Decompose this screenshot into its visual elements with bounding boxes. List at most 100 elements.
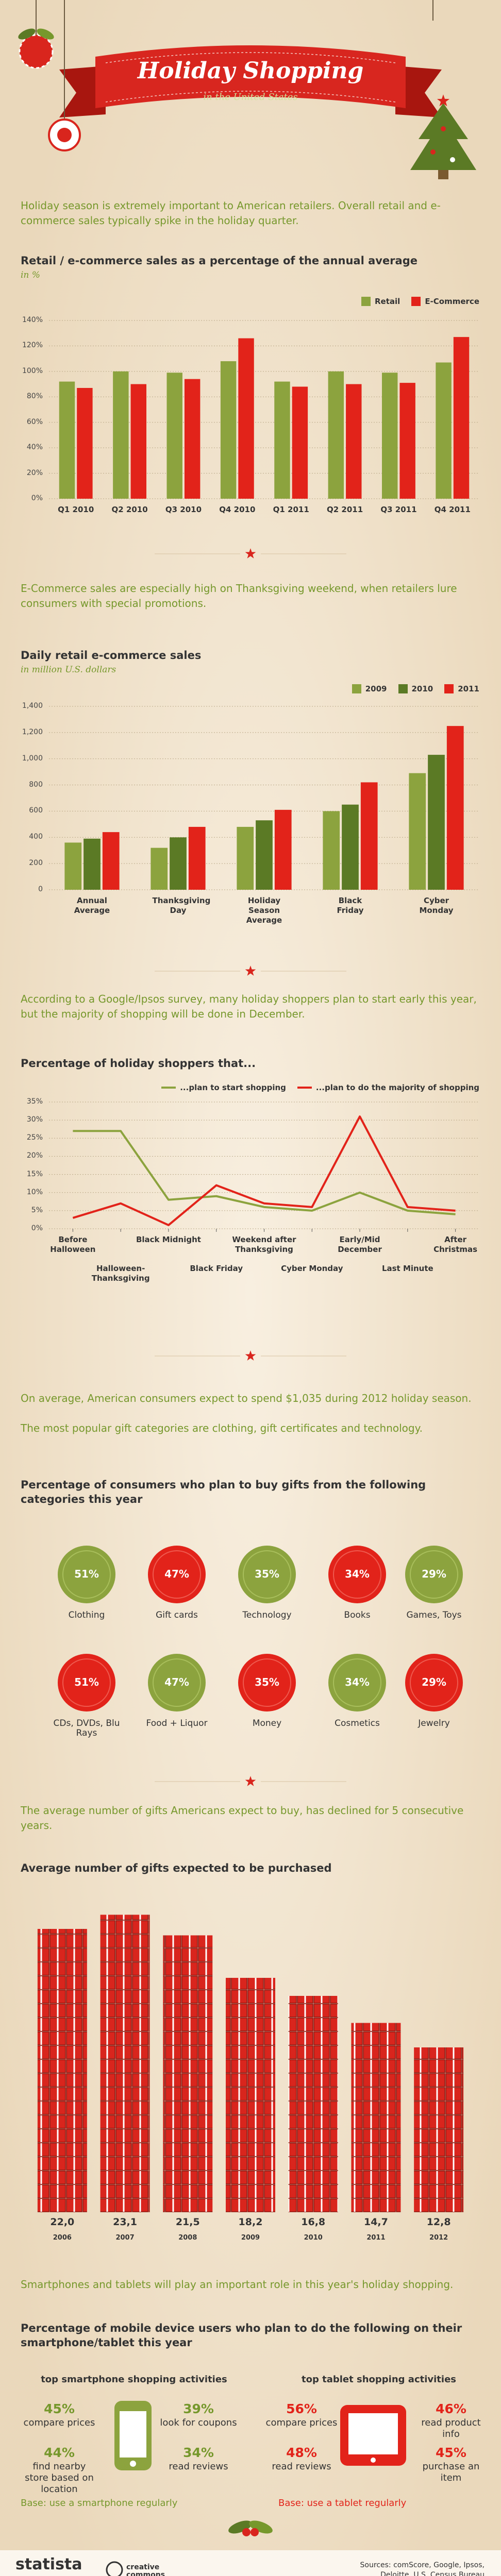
bar xyxy=(274,809,292,890)
intro-text: Holiday season is extremely important to… xyxy=(21,199,441,227)
activity: 45% compare prices xyxy=(21,2401,98,2429)
ribbon xyxy=(95,45,406,108)
bar xyxy=(274,381,290,499)
chart-title: Retail / e-commerce sales as a percentag… xyxy=(21,255,417,267)
activity: 44% find nearby store based on location xyxy=(21,2445,98,2495)
tablet-button xyxy=(371,2458,376,2463)
value-label: 22,0 xyxy=(50,2216,75,2228)
activity-share: 44% xyxy=(44,2445,75,2460)
x-tick-label: Thanksgiving Day xyxy=(152,896,211,915)
activity-share: 46% xyxy=(436,2401,466,2416)
legend-label: E-Commerce xyxy=(425,297,479,306)
category-share: 34% xyxy=(345,1568,370,1580)
legend-item: 2009 xyxy=(352,684,387,693)
category-circle xyxy=(238,1654,296,1711)
x-tick-label: Black Friday xyxy=(190,1264,243,1273)
gift-stack xyxy=(163,1935,213,2212)
category-share: 34% xyxy=(345,1676,370,1688)
category-inner xyxy=(333,1658,381,1707)
category-inner xyxy=(62,1658,111,1707)
legend-item: 2011 xyxy=(444,684,479,693)
x-tick-label: 2011 xyxy=(366,2234,386,2242)
bar xyxy=(166,372,182,499)
bar xyxy=(409,773,426,890)
x-tick-label: Q1 2010 xyxy=(58,505,94,514)
value-label: 14,7 xyxy=(363,2216,388,2228)
x-tick-label: Weekend after Thanksgiving xyxy=(232,1235,296,1254)
activity: 56% compare prices xyxy=(263,2401,340,2429)
category-share: 35% xyxy=(255,1676,279,1688)
gift-stack xyxy=(288,1996,338,2212)
category-circle xyxy=(405,1654,463,1711)
chart-title: Average number of gifts expected to be p… xyxy=(21,1862,332,1874)
bar xyxy=(381,372,398,499)
activity-label: read reviews xyxy=(169,2461,228,2472)
section-title: Percentage of consumers who plan to buy … xyxy=(21,1479,426,1505)
bar xyxy=(84,838,101,890)
category-label: Jewelry xyxy=(418,1718,450,1728)
ribbon-tail xyxy=(59,66,106,117)
x-tick-label: Early/Mid December xyxy=(338,1235,382,1254)
bar xyxy=(446,726,464,890)
bar xyxy=(102,832,120,890)
smartphone-screen xyxy=(120,2411,146,2458)
category-inner xyxy=(410,1550,458,1599)
category-share: 29% xyxy=(422,1676,446,1688)
activity: 45% purchase an item xyxy=(412,2445,490,2484)
y-tick-label: 1,200 xyxy=(22,727,43,736)
x-tick-label: Q1 2011 xyxy=(273,505,309,514)
y-tick-label: 800 xyxy=(29,780,43,789)
berry xyxy=(250,2528,259,2536)
category-inner xyxy=(333,1550,381,1599)
category-circle xyxy=(328,1654,386,1711)
plot xyxy=(49,706,479,890)
legend-item: 2010 xyxy=(398,684,433,693)
x-tick-label: Q4 2011 xyxy=(434,505,471,514)
x-tick-label: Holiday Season Average xyxy=(246,896,282,925)
bar xyxy=(238,338,254,499)
legend-swatch xyxy=(361,297,371,306)
bar xyxy=(256,820,273,890)
bauble xyxy=(441,126,446,131)
x-tick-label: Cyber Monday xyxy=(419,896,454,915)
legend: 2009 2010 2011 xyxy=(352,684,479,693)
base-note: Base: use a tablet regularly xyxy=(278,2498,407,2509)
category-inner xyxy=(62,1550,111,1599)
tablet-screen xyxy=(348,2413,398,2454)
y-tick-label: 1,000 xyxy=(22,754,43,762)
ornament-pattern xyxy=(19,34,54,69)
y-tick-label: 20% xyxy=(26,1151,43,1160)
activity-share: 45% xyxy=(44,2401,75,2416)
legend-swatch xyxy=(161,1087,176,1089)
section-title: Percentage of mobile device users who pl… xyxy=(21,2322,462,2349)
activity-share: 56% xyxy=(286,2401,317,2416)
x-tick-label: 2009 xyxy=(241,2234,260,2242)
y-tick-label: 1,400 xyxy=(22,702,43,710)
category-inner xyxy=(243,1550,291,1599)
category-label: Food + Liquor xyxy=(146,1718,208,1728)
page-subtitle: in the United States xyxy=(203,92,298,103)
category-label: Clothing xyxy=(68,1610,105,1620)
legend-label: ...plan to start shopping xyxy=(180,1083,286,1092)
category-circle xyxy=(328,1546,386,1603)
legend-item: ...plan to start shopping xyxy=(161,1083,286,1092)
page-title: Holiday Shopping xyxy=(137,58,364,84)
category-inner xyxy=(243,1658,291,1707)
category-circle xyxy=(148,1654,206,1711)
leaf xyxy=(249,2520,273,2534)
category-share: 51% xyxy=(74,1568,99,1580)
brand: statista xyxy=(15,2555,82,2573)
y-tick-label: 0% xyxy=(31,1224,43,1232)
gift-stack xyxy=(37,1929,87,2212)
gift-stack xyxy=(226,1978,275,2212)
x-tick-label: Annual Average xyxy=(74,896,110,915)
column-heading: top tablet shopping activities xyxy=(302,2374,456,2385)
separator xyxy=(155,965,346,976)
value-label: 16,8 xyxy=(301,2216,326,2228)
value-label: 21,5 xyxy=(175,2216,200,2228)
ribbon-tail xyxy=(395,66,442,117)
category-label: Games, Toys xyxy=(406,1610,462,1620)
x-tick-label: Q3 2010 xyxy=(165,505,202,514)
circles xyxy=(58,1546,463,1711)
x-tick-label: 2012 xyxy=(429,2234,448,2242)
